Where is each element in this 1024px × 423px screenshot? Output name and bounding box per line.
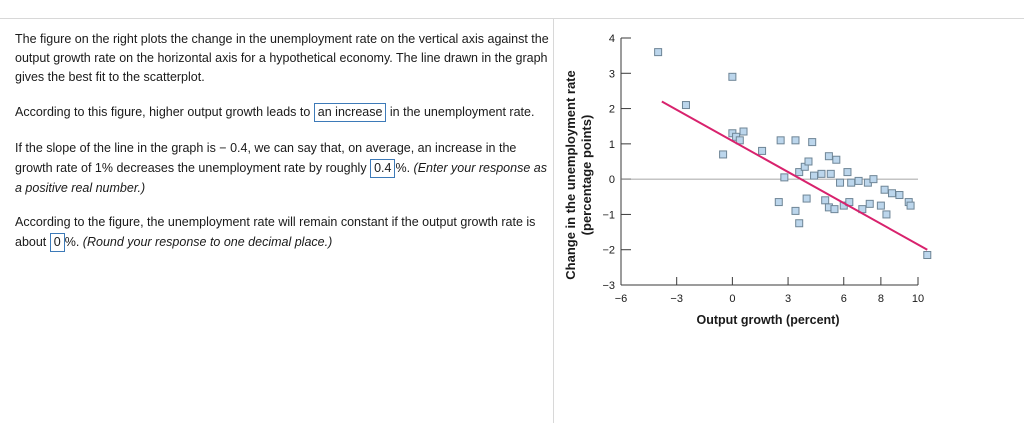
data-point (882, 210, 891, 219)
x-tick-label: 0 (729, 293, 735, 305)
data-point (758, 146, 767, 155)
data-point (735, 136, 744, 145)
data-point (906, 201, 915, 210)
x-tick-label: 8 (878, 293, 884, 305)
top-separator (0, 18, 1024, 19)
data-point (880, 185, 889, 194)
x-tick-label: 3 (785, 293, 791, 305)
data-point (774, 198, 783, 207)
part2-answer-input[interactable]: 0.4 (370, 159, 396, 178)
data-point (795, 168, 804, 177)
data-point (681, 101, 690, 110)
data-point (865, 199, 874, 208)
y-tick-label: −3 (602, 280, 615, 292)
data-point (847, 178, 856, 187)
x-axis-label: Output growth (percent) (696, 313, 839, 327)
data-point (791, 206, 800, 215)
data-point (802, 194, 811, 203)
data-point (895, 191, 904, 200)
part1-answer-dropdown[interactable]: an increase (313, 103, 387, 122)
data-point (843, 168, 852, 177)
question-part2: If the slope of the line in the graph is… (15, 138, 550, 198)
data-point (739, 127, 748, 136)
part3-answer-input[interactable]: 0 (49, 233, 65, 252)
question-intro: The figure on the right plots the change… (15, 32, 549, 84)
data-point (923, 251, 932, 260)
data-point (824, 152, 833, 161)
data-point (817, 169, 826, 178)
x-tick-label: 10 (912, 293, 924, 305)
part1-prefix: According to this figure, higher output … (15, 105, 311, 119)
data-point (832, 155, 841, 164)
x-tick-label: −6 (615, 293, 628, 305)
question-part1: According to this figure, higher output … (15, 101, 550, 124)
data-point (719, 150, 728, 159)
y-axis: 4 3 2 1 0 −1 −2 −3 (602, 33, 918, 292)
question-part3: According to the figure, the unemploymen… (15, 212, 550, 252)
data-point (791, 136, 800, 145)
data-point (810, 171, 819, 180)
data-point (821, 196, 830, 205)
y-tick-label: 2 (609, 104, 615, 116)
x-tick-label: −3 (670, 293, 683, 305)
y-tick-label: 1 (609, 139, 615, 151)
data-point (888, 189, 897, 198)
data-point (854, 176, 863, 185)
part3-hint: (Round your response to one decimal plac… (82, 235, 333, 249)
data-point (830, 205, 839, 214)
data-point (876, 201, 885, 210)
part2-hint: (Enter your response as a positive real … (15, 161, 547, 195)
data-point (654, 48, 663, 57)
data-point (869, 175, 878, 184)
x-tick-label: 6 (841, 293, 847, 305)
y-tick-label: 4 (609, 33, 615, 45)
part3-suffix: %. (64, 235, 80, 249)
part2-suffix: %. (395, 161, 411, 175)
x-axis: −6 −3 0 3 6 8 10 (615, 277, 924, 305)
data-point (836, 178, 845, 187)
y-axis-label-units: (percentage points) (579, 115, 594, 236)
data-point (808, 138, 817, 147)
data-point (795, 219, 804, 228)
scatter-points (654, 48, 932, 260)
y-tick-label: −2 (602, 245, 615, 257)
y-tick-label: 0 (609, 174, 615, 186)
y-tick-label: 3 (609, 68, 615, 80)
data-point (776, 136, 785, 145)
data-point (826, 169, 835, 178)
part1-suffix: in the unemployment rate. (389, 105, 535, 119)
data-point (804, 157, 813, 166)
panel-divider (553, 18, 554, 423)
best-fit-line (661, 100, 928, 251)
y-axis-label: Change in the unemployment rate (563, 70, 578, 279)
data-point (780, 173, 789, 182)
part2-prefix: If the slope of the line in the graph is… (15, 141, 517, 175)
question-panel: The figure on the right plots the change… (15, 30, 550, 266)
part3-prefix: According to the figure, the unemploymen… (15, 215, 536, 249)
data-point (728, 72, 737, 81)
y-tick-label: −1 (602, 209, 615, 221)
